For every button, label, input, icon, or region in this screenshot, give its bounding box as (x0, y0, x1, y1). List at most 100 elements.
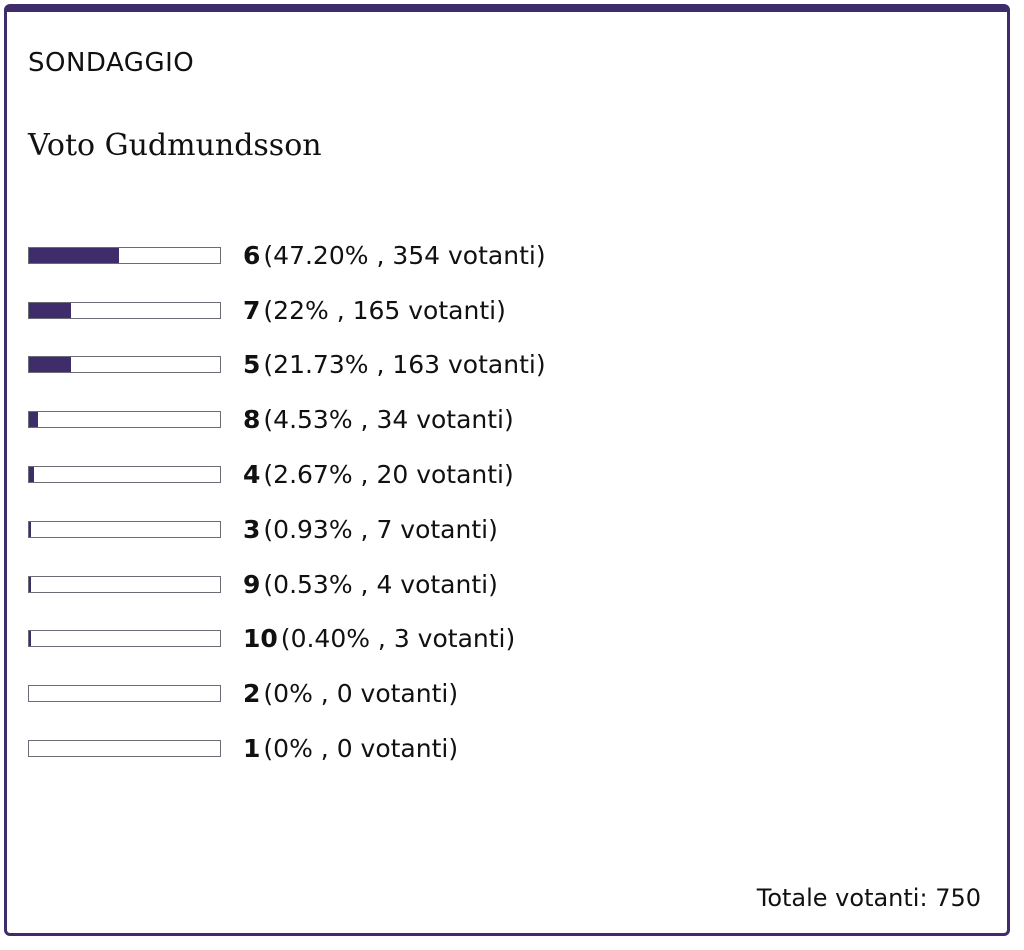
option-votes: 165 votanti (352, 295, 497, 325)
option-votes: 34 votanti (376, 405, 505, 435)
paren-open: ( (263, 460, 274, 490)
option-detail: (4.53% , 34 votanti) (263, 405, 513, 434)
result-bar-track (28, 356, 221, 374)
poll-option-row: 9 (0.53% , 4 votanti) (28, 557, 546, 612)
option-label: 10 (243, 624, 278, 654)
separator: , (312, 734, 337, 764)
option-label: 2 (243, 679, 261, 709)
result-bar-fill (29, 631, 31, 647)
result-bar-fill (29, 467, 35, 483)
result-bar-fill (29, 357, 71, 373)
option-votes: 354 votanti (392, 240, 536, 270)
option-percent: 21.73% (273, 350, 369, 380)
result-bar-track (28, 685, 221, 703)
poll-kicker: SONDAGGIO (28, 48, 195, 78)
option-votes: 4 votanti (376, 569, 489, 599)
poll-option-row: 8 (4.53% , 34 votanti) (28, 392, 546, 447)
option-detail: (0% , 0 votanti) (263, 679, 458, 708)
paren-close: ) (505, 624, 516, 654)
separator: , (368, 350, 393, 380)
option-percent: 47.20% (273, 240, 369, 270)
poll-results-list: 6 (47.20% , 354 votanti) 7 (22% , 165 votan… (28, 228, 546, 776)
option-label: 1 (243, 734, 261, 764)
paren-close: ) (496, 295, 506, 325)
result-bar-fill (29, 521, 31, 537)
paren-close: ) (535, 350, 546, 380)
option-percent: 4.53% (273, 405, 353, 435)
result-bar-fill (29, 247, 120, 263)
paren-open: ( (263, 569, 274, 599)
option-votes: 0 votanti (336, 734, 449, 764)
paren-open: ( (263, 405, 274, 435)
paren-close: ) (504, 405, 514, 435)
paren-open: ( (280, 624, 291, 654)
separator: , (328, 295, 353, 325)
separator: , (352, 460, 377, 490)
poll-option-row: 4 (2.67% , 20 votanti) (28, 447, 546, 502)
option-votes: 20 votanti (376, 460, 505, 490)
paren-open: ( (263, 295, 274, 325)
paren-close: ) (504, 460, 514, 490)
separator: , (312, 679, 337, 709)
poll-option-row: 6 (47.20% , 354 votanti) (28, 228, 546, 283)
option-percent: 22% (273, 295, 329, 325)
option-votes: 3 votanti (393, 624, 506, 654)
option-votes: 7 votanti (376, 514, 489, 544)
paren-open: ( (263, 679, 274, 709)
poll-option-row: 5 (21.73% , 163 votanti) (28, 338, 546, 393)
paren-open: ( (263, 734, 274, 764)
option-percent: 0% (273, 679, 313, 709)
result-bar-fill (29, 412, 38, 428)
option-percent: 0.40% (290, 624, 370, 654)
result-bar-track (28, 520, 221, 538)
paren-close: ) (488, 514, 498, 544)
option-votes: 0 votanti (336, 679, 449, 709)
paren-open: ( (263, 350, 274, 380)
separator: , (352, 569, 377, 599)
option-label: 7 (243, 295, 261, 325)
option-label: 8 (243, 405, 261, 435)
option-detail: (2.67% , 20 votanti) (263, 460, 513, 489)
option-detail: (0% , 0 votanti) (263, 734, 458, 763)
option-votes: 163 votanti (392, 350, 536, 380)
poll-option-row: 2 (0% , 0 votanti) (28, 666, 546, 721)
result-bar-track (28, 740, 221, 758)
paren-close: ) (448, 679, 459, 709)
option-percent: 0% (273, 734, 313, 764)
poll-title: Voto Gudmundsson (28, 128, 322, 163)
option-label: 5 (243, 350, 261, 380)
option-label: 6 (243, 240, 261, 270)
result-bar-track (28, 630, 221, 648)
poll-option-row: 1 (0% , 0 votanti) (28, 721, 546, 776)
separator: , (368, 240, 393, 270)
result-bar-track (28, 301, 221, 319)
option-detail: (0.40% , 3 votanti) (281, 624, 515, 653)
paren-close: ) (448, 734, 459, 764)
separator: , (352, 514, 377, 544)
option-percent: 0.53% (273, 569, 353, 599)
result-bar-track (28, 246, 221, 264)
option-label: 4 (243, 460, 261, 490)
poll-option-row: 3 (0.93% , 7 votanti) (28, 502, 546, 557)
option-label: 9 (243, 569, 261, 599)
poll-option-row: 10 (0.40% , 3 votanti) (28, 612, 546, 667)
option-detail: (22% , 165 votanti) (263, 296, 505, 325)
result-bar-track (28, 466, 221, 484)
paren-close: ) (535, 240, 546, 270)
option-detail: (0.53% , 4 votanti) (263, 570, 497, 599)
option-detail: (21.73% , 163 votanti) (263, 350, 545, 379)
paren-open: ( (263, 514, 274, 544)
result-bar-fill (29, 302, 72, 318)
poll-option-row: 7 (22% , 165 votanti) (28, 283, 546, 338)
option-label: 3 (243, 514, 261, 544)
option-detail: (0.93% , 7 votanti) (263, 515, 497, 544)
result-bar-track (28, 575, 221, 593)
separator: , (352, 405, 377, 435)
total-voters: Totale votanti: 750 (756, 884, 981, 912)
option-detail: (47.20% , 354 votanti) (263, 241, 545, 270)
result-bar-fill (29, 576, 31, 592)
paren-close: ) (488, 569, 498, 599)
option-percent: 0.93% (273, 514, 353, 544)
paren-open: ( (263, 240, 274, 270)
separator: , (369, 624, 394, 654)
